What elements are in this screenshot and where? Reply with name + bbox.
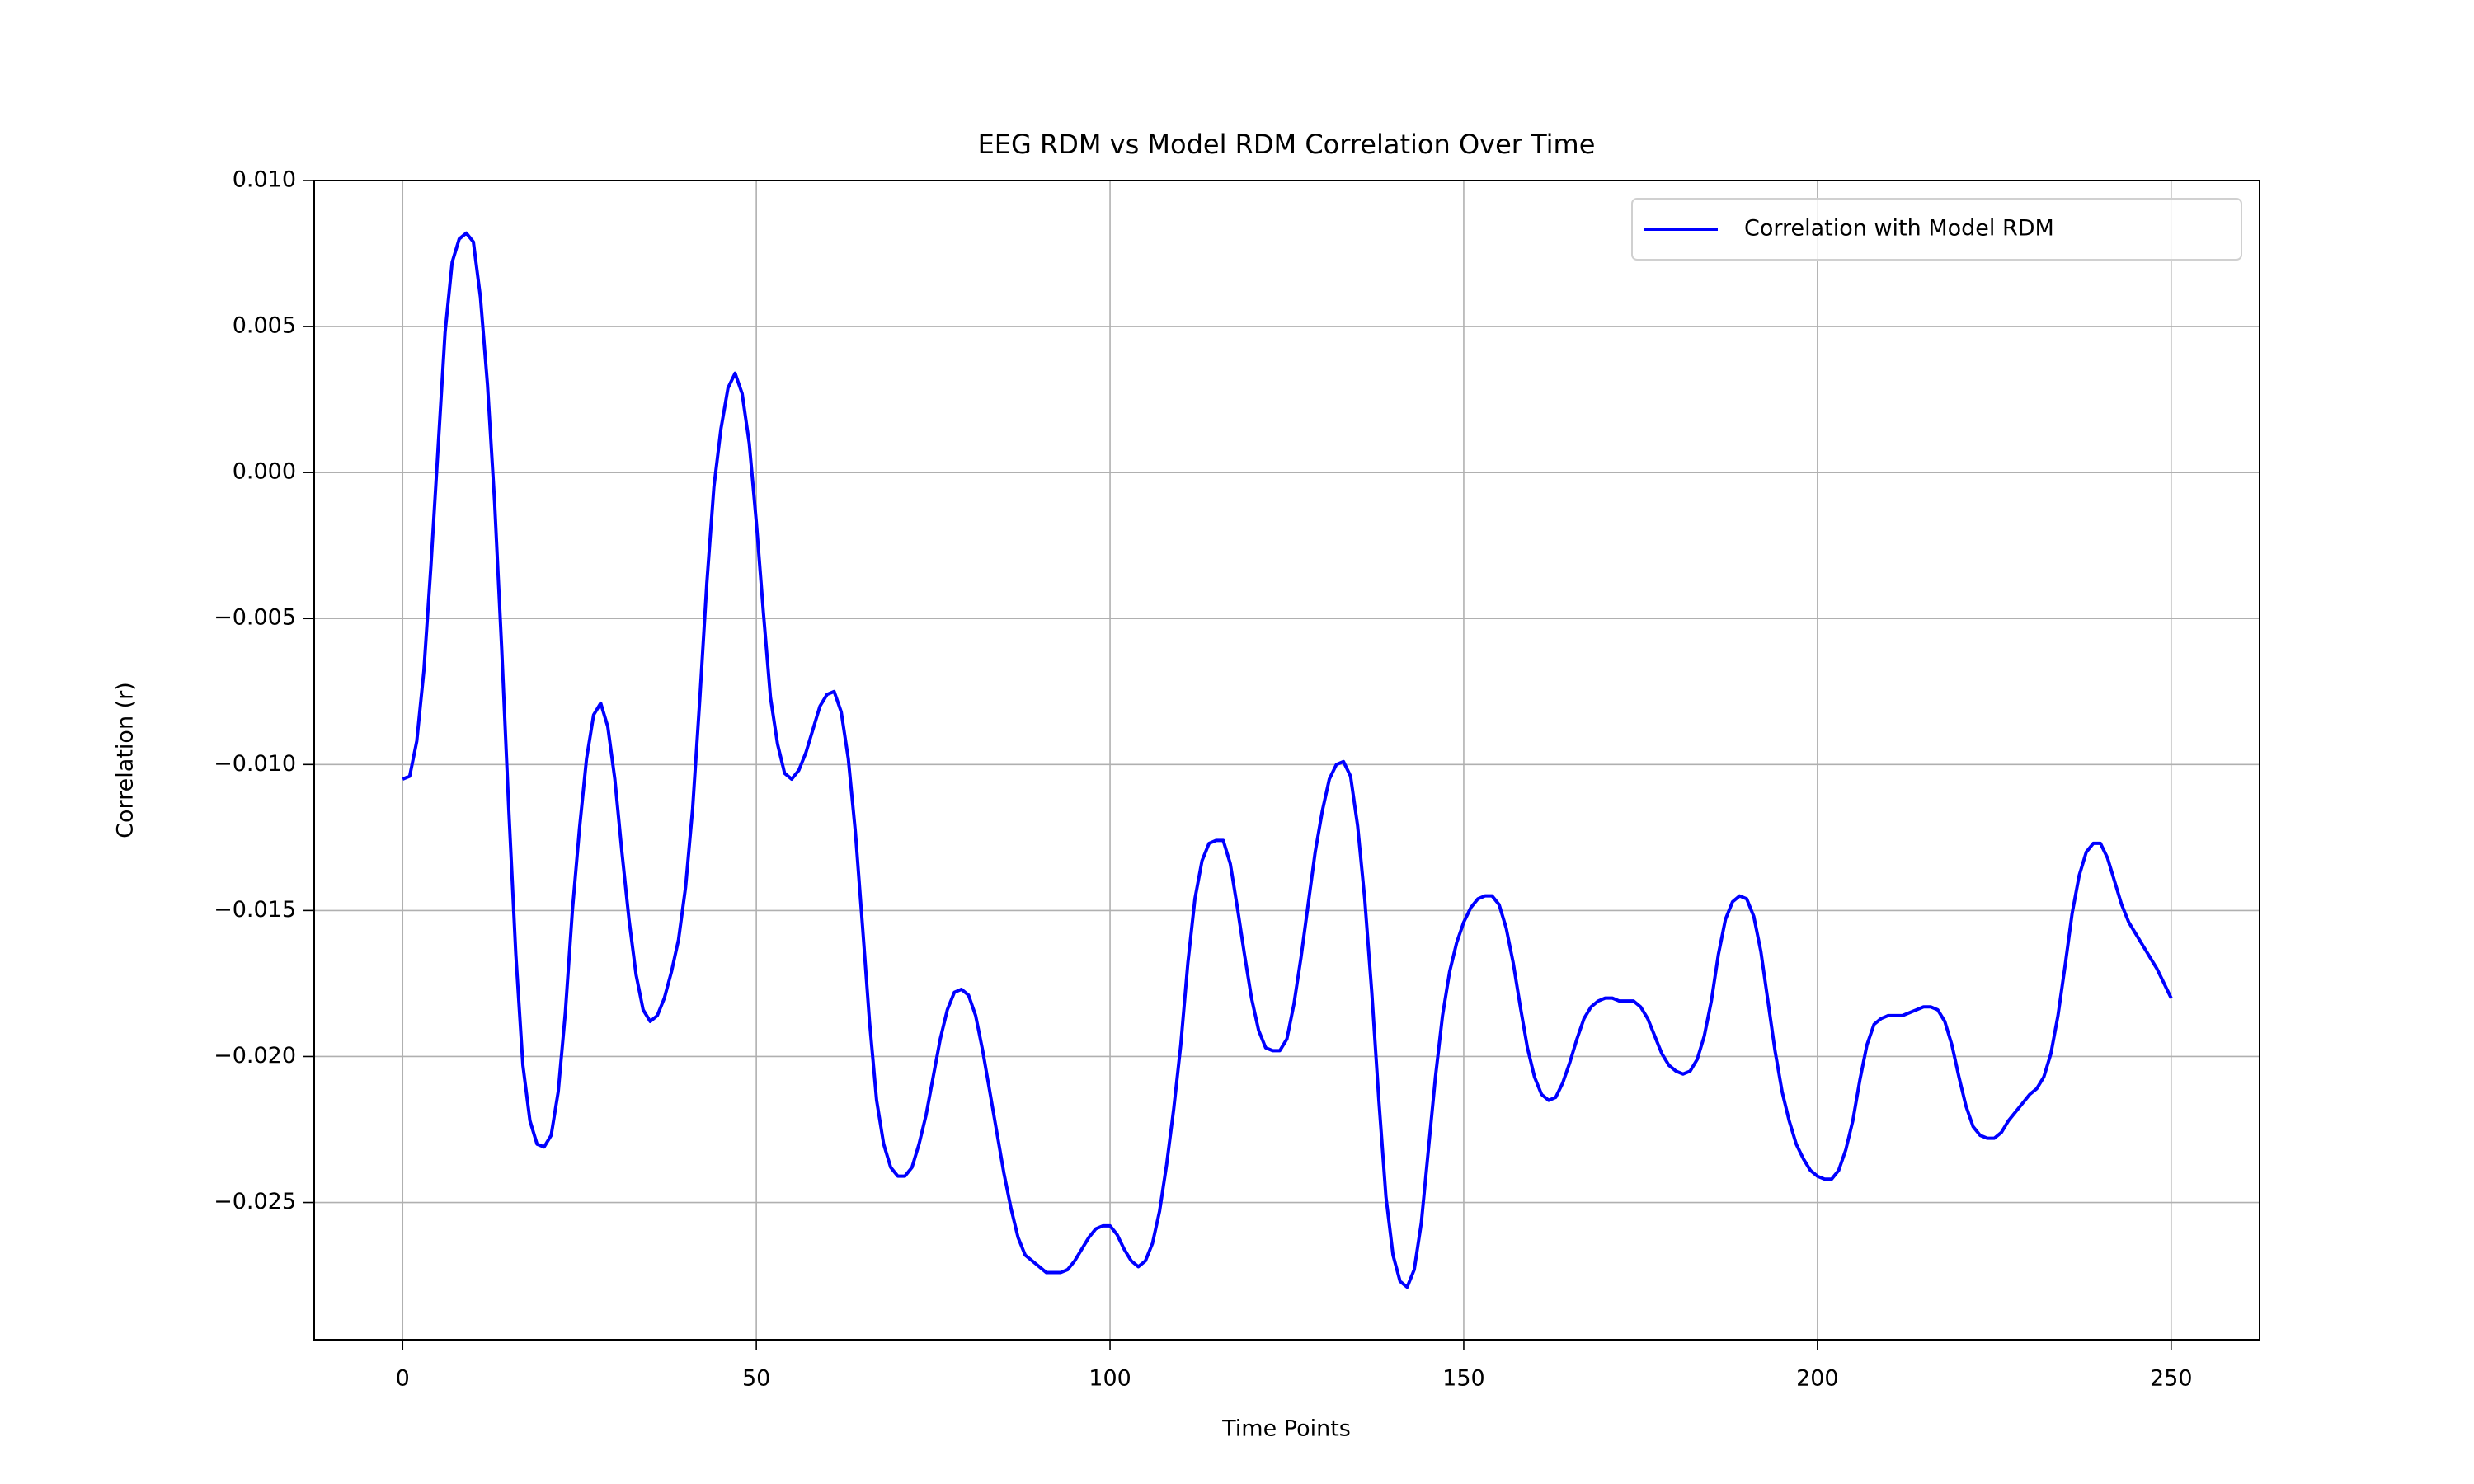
y-tick-label: −0.015 <box>214 897 296 923</box>
x-tick-label: 200 <box>1796 1366 1839 1392</box>
y-tick-label: −0.010 <box>214 751 296 777</box>
y-axis-label: Correlation (r) <box>113 682 139 838</box>
legend-box <box>1631 198 2242 261</box>
x-tick-label: 150 <box>1442 1366 1485 1392</box>
x-tick-label: 50 <box>742 1366 770 1392</box>
plot-frame <box>313 180 2260 1341</box>
y-tick-label: 0.005 <box>233 313 296 339</box>
y-tick-label: −0.025 <box>214 1189 296 1214</box>
y-tick-label: −0.005 <box>214 605 296 631</box>
x-tick-label: 250 <box>2150 1366 2193 1392</box>
x-tick-label: 0 <box>396 1366 410 1392</box>
chart-title: EEG RDM vs Model RDM Correlation Over Ti… <box>978 129 1596 160</box>
legend: Correlation with Model RDM <box>1631 198 2242 261</box>
y-tick-label: −0.020 <box>214 1043 296 1068</box>
x-tick-label: 100 <box>1089 1366 1131 1392</box>
y-tick-label: 0.000 <box>233 459 296 485</box>
x-axis-label: Time Points <box>1221 1416 1351 1442</box>
data-line <box>402 231 2173 1289</box>
legend-label: Correlation with Model RDM <box>1744 216 2054 242</box>
y-tick-label: 0.010 <box>233 167 296 193</box>
